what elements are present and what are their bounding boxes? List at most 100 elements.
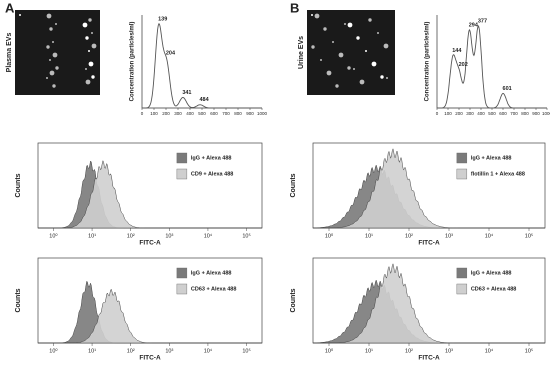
particle	[88, 18, 92, 22]
x-tick-label: 10¹	[88, 233, 96, 239]
x-tick-label: 400	[477, 111, 485, 116]
peak-label: 377	[478, 19, 487, 25]
legend-label: IgG + Alexa 488	[191, 155, 232, 161]
x-tick-label: 700	[222, 111, 230, 116]
x-tick-label: 10⁴	[204, 232, 213, 239]
y-axis-label: Concentration (particles/ml)	[130, 22, 136, 102]
x-tick-label: 10³	[165, 348, 173, 354]
peak-label: 484	[199, 97, 209, 103]
nta-curve	[437, 24, 547, 109]
y-axis-label: Counts	[15, 288, 22, 312]
legend-swatch	[456, 267, 468, 279]
x-tick-label: 10¹	[365, 233, 373, 239]
particle	[85, 68, 87, 70]
legend-label: flotillin 1 + Alexa 488	[471, 171, 525, 177]
x-tick-label: 10³	[165, 233, 173, 239]
particle	[386, 77, 388, 79]
particle	[91, 32, 93, 34]
particle	[19, 14, 21, 16]
particle	[359, 79, 365, 85]
particle	[365, 50, 367, 52]
marker-histogram	[38, 288, 262, 344]
particle	[82, 22, 88, 28]
particle	[49, 27, 53, 31]
x-tick-label: 300	[466, 111, 474, 116]
legend-swatch	[176, 267, 188, 279]
x-tick-label: 400	[186, 111, 194, 116]
x-tick-label: 500	[198, 111, 206, 116]
x-tick-label: 600	[210, 111, 218, 116]
sample-label: Plasma EVs	[6, 33, 13, 73]
peak-label: 144	[452, 48, 462, 54]
x-tick-label: 10⁵	[242, 232, 250, 239]
x-tick-label: 10²	[127, 348, 135, 354]
x-tick-label: 1000	[257, 111, 268, 116]
x-tick-label: 300	[174, 111, 182, 116]
x-tick-label: 10⁵	[525, 232, 533, 239]
legend-swatch	[176, 283, 188, 295]
particle	[320, 59, 322, 61]
nta-axes	[141, 15, 262, 109]
peak-label: 341	[182, 90, 191, 96]
x-tick-label: 10²	[405, 348, 413, 354]
x-tick-label: 100	[150, 111, 158, 116]
x-tick-label: 10⁴	[485, 347, 494, 354]
particle	[52, 41, 54, 43]
x-tick-label: 900	[246, 111, 254, 116]
particle	[88, 61, 94, 67]
legend-label: CD63 + Alexa 488	[191, 286, 237, 292]
particle	[91, 75, 95, 79]
legend-swatch	[176, 168, 188, 180]
y-axis-label: Counts	[290, 288, 297, 312]
particle	[377, 32, 379, 34]
legend-label: CD9 + Alexa 488	[191, 171, 233, 177]
particle	[323, 27, 327, 31]
x-axis-label: FITC-A	[139, 240, 161, 247]
particle	[338, 52, 344, 58]
particle	[347, 22, 353, 28]
legend-swatch	[176, 152, 188, 164]
particle	[52, 84, 56, 88]
x-tick-label: 10²	[405, 233, 413, 239]
particle	[46, 45, 50, 49]
particle	[314, 13, 320, 19]
x-tick-label: 10⁰	[325, 232, 334, 239]
x-tick-label: 200	[162, 111, 170, 116]
particle	[311, 45, 315, 49]
particle	[91, 43, 97, 49]
x-tick-label: 10¹	[365, 348, 373, 354]
nta-axes	[436, 15, 547, 109]
x-tick-label: 10¹	[88, 348, 96, 354]
legend-label: CD63 + Alexa 488	[471, 286, 517, 292]
x-tick-label: 10³	[445, 233, 453, 239]
nta-curve	[142, 23, 262, 109]
particle	[332, 41, 334, 43]
x-tick-label: 900	[532, 111, 540, 116]
x-tick-label: 10⁰	[49, 347, 58, 354]
particle	[368, 18, 372, 22]
legend-label: IgG + Alexa 488	[471, 155, 512, 161]
particle	[347, 66, 351, 70]
panel-letter: B	[290, 0, 299, 15]
peak-label: 139	[158, 16, 167, 22]
x-axis-label: FITC-A	[139, 355, 161, 362]
peak-label: 294	[469, 22, 479, 28]
particle	[46, 13, 52, 19]
x-tick-label: 700	[510, 111, 518, 116]
particle	[344, 23, 346, 25]
x-tick-label: 10²	[127, 233, 135, 239]
particle	[46, 77, 48, 79]
marker-histogram	[38, 159, 262, 229]
y-axis-label: Counts	[15, 173, 22, 197]
x-axis-label: FITC-A	[418, 355, 440, 362]
peak-label: 204	[166, 50, 176, 56]
particle	[55, 23, 57, 25]
x-tick-label: 10⁴	[485, 232, 494, 239]
particle	[353, 68, 355, 70]
particle	[49, 70, 55, 76]
x-tick-label: 10⁰	[49, 232, 58, 239]
micrograph	[307, 10, 395, 95]
x-tick-label: 100	[444, 111, 452, 116]
x-tick-label: 800	[234, 111, 242, 116]
particle	[85, 36, 89, 40]
